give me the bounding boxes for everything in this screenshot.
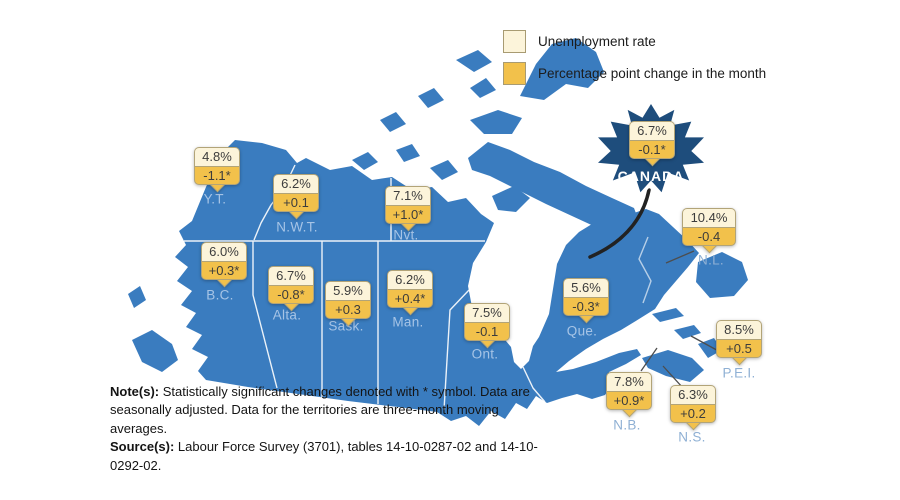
unemployment-rate-value: 6.7% bbox=[629, 121, 675, 140]
atlantic-islands bbox=[642, 252, 748, 382]
unemployment-rate-value: 7.5% bbox=[464, 303, 510, 322]
region-label-que: Que. bbox=[566, 323, 598, 339]
unemployment-rate-value: 6.0% bbox=[201, 242, 247, 261]
change-value: -0.1* bbox=[629, 139, 675, 160]
callout-pei: 8.5% +0.5 bbox=[716, 320, 762, 366]
unemployment-rate-value: 6.3% bbox=[670, 385, 716, 404]
change-value: -0.8* bbox=[268, 284, 314, 305]
unemployment-rate-value: 5.9% bbox=[325, 281, 371, 300]
legend-label: Percentage point change in the month bbox=[538, 66, 767, 81]
callout-ns: 6.3% +0.2 bbox=[670, 385, 716, 431]
note-text: Note(s): Statistically significant chang… bbox=[110, 384, 530, 436]
legend-item-unemployment-rate: Unemployment rate bbox=[503, 30, 766, 53]
callout-yt: 4.8% -1.1* bbox=[194, 147, 240, 193]
region-label-nb: N.B. bbox=[613, 417, 641, 433]
region-label-nl: N.L. bbox=[698, 252, 724, 268]
callout-canada: 6.7% -0.1* bbox=[629, 121, 675, 167]
region-label-ns: N.S. bbox=[678, 429, 706, 445]
unemployment-rate-value: 10.4% bbox=[682, 208, 736, 227]
region-label-nvt: Nvt. bbox=[393, 227, 419, 243]
unemployment-rate-value: 7.8% bbox=[606, 372, 652, 391]
pei-island bbox=[674, 325, 701, 339]
callout-nb: 7.8% +0.9* bbox=[606, 372, 652, 418]
callout-bc: 6.0% +0.3* bbox=[201, 242, 247, 288]
region-label-ont: Ont. bbox=[471, 346, 499, 362]
change-value: +0.1 bbox=[273, 192, 319, 213]
nova-scotia bbox=[642, 350, 704, 382]
region-label-man: Man. bbox=[392, 314, 424, 330]
change-value: +0.3 bbox=[325, 299, 371, 320]
region-label-nwt: N.W.T. bbox=[276, 219, 318, 235]
unemployment-rate-value: 8.5% bbox=[716, 320, 762, 339]
legend-item-change: Percentage point change in the month bbox=[503, 62, 766, 85]
change-value: -0.4 bbox=[682, 226, 736, 247]
note-label: Note(s): bbox=[110, 384, 160, 399]
change-swatch-icon bbox=[503, 62, 526, 85]
change-value: -1.1* bbox=[194, 165, 240, 186]
legend: Unemployment rate Percentage point chang… bbox=[503, 30, 766, 94]
change-value: +1.0* bbox=[385, 204, 431, 225]
unemployment-rate-value: 7.1% bbox=[385, 186, 431, 205]
baffin-island bbox=[468, 142, 640, 236]
unemployment-rate-value: 5.6% bbox=[563, 278, 609, 297]
unemployment-rate-value: 6.2% bbox=[273, 174, 319, 193]
callout-sask: 5.9% +0.3 bbox=[325, 281, 371, 327]
callout-nvt: 7.1% +1.0* bbox=[385, 186, 431, 232]
footnotes: Note(s): Statistically significant chang… bbox=[110, 383, 546, 475]
callout-nwt: 6.2% +0.1 bbox=[273, 174, 319, 220]
change-value: +0.3* bbox=[201, 260, 247, 281]
unemployment-rate-value: 6.7% bbox=[268, 266, 314, 285]
region-label-bc: B.C. bbox=[206, 287, 234, 303]
region-label-yt: Y.T. bbox=[203, 191, 227, 207]
canada-label: CANADA bbox=[617, 168, 685, 184]
change-value: +0.2 bbox=[670, 403, 716, 424]
callout-alta: 6.7% -0.8* bbox=[268, 266, 314, 312]
change-value: +0.9* bbox=[606, 390, 652, 411]
pacific-islands bbox=[128, 286, 178, 372]
arctic-islands bbox=[288, 38, 640, 236]
source-label: Source(s): bbox=[110, 439, 175, 455]
maple-leaf-stem bbox=[588, 188, 651, 259]
change-value: -0.1 bbox=[464, 321, 510, 342]
change-value: +0.4* bbox=[387, 288, 433, 309]
region-label-sask: Sask. bbox=[328, 318, 364, 334]
legend-label: Unemployment rate bbox=[538, 34, 656, 49]
unemployment-rate-value: 4.8% bbox=[194, 147, 240, 166]
callout-que: 5.6% -0.3* bbox=[563, 278, 609, 324]
unemployment-rate-swatch-icon bbox=[503, 30, 526, 53]
region-label-pei: P.E.I. bbox=[722, 365, 756, 381]
change-value: -0.3* bbox=[563, 296, 609, 317]
change-value: +0.5 bbox=[716, 338, 762, 359]
source-text: Source(s): Labour Force Survey (3701), t… bbox=[110, 439, 538, 473]
callout-man: 6.2% +0.4* bbox=[387, 270, 433, 316]
region-label-alta: Alta. bbox=[272, 307, 302, 323]
unemployment-rate-value: 6.2% bbox=[387, 270, 433, 289]
newfoundland-island bbox=[696, 252, 748, 298]
callout-nl: 10.4% -0.4 bbox=[682, 208, 736, 254]
callout-ont: 7.5% -0.1 bbox=[464, 303, 510, 349]
